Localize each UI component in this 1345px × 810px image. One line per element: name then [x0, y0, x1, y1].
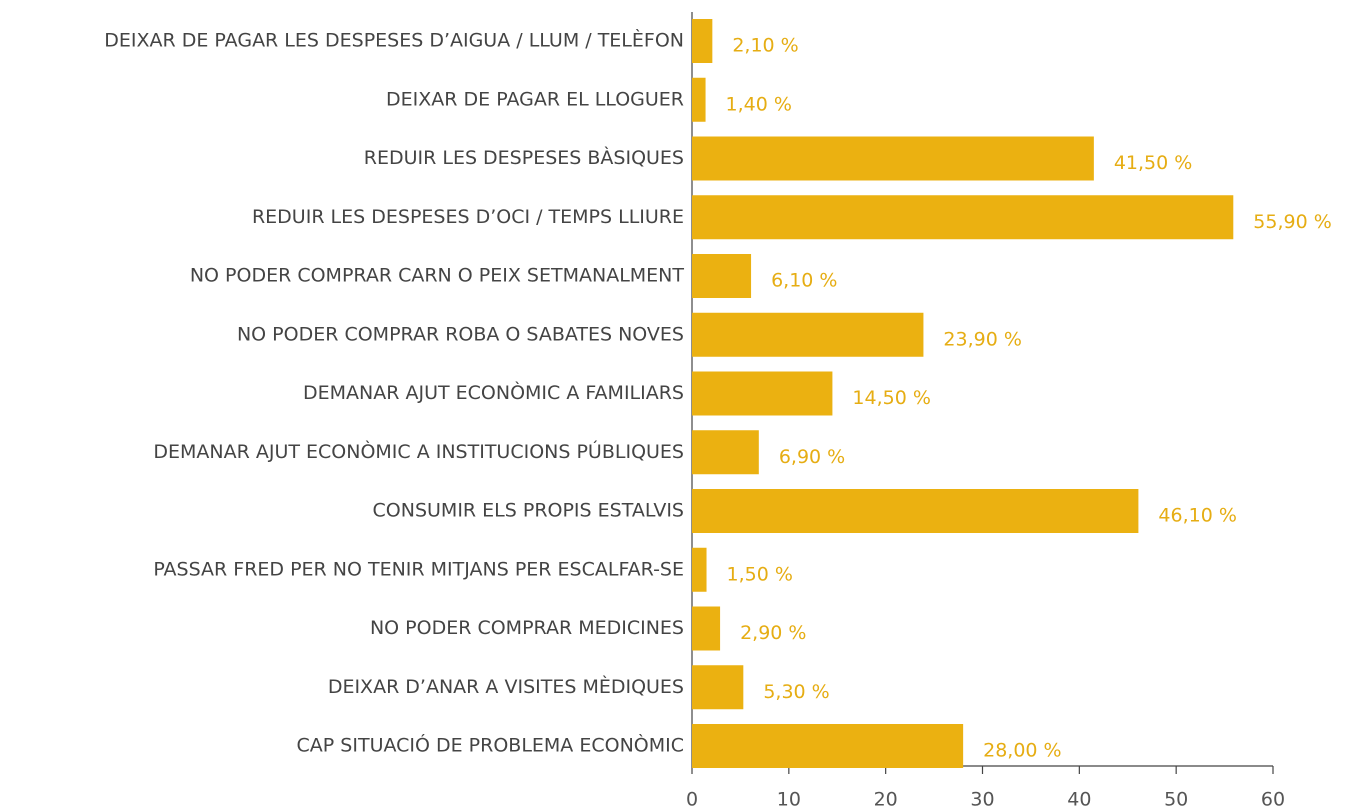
category-label: DEIXAR D’ANAR A VISITES MÈDIQUES	[328, 675, 684, 698]
bar	[692, 724, 964, 768]
value-label: 28,00 %	[983, 740, 1061, 762]
value-label: 6,90 %	[779, 446, 845, 468]
category-label: CAP SITUACIÓ DE PROBLEMA ECONÒMIC	[297, 733, 684, 757]
bar	[692, 254, 752, 298]
category-label: DEIXAR DE PAGAR LES DESPESES D’AIGUA / L…	[104, 29, 684, 52]
bar	[692, 430, 759, 475]
category-label: REDUIR LES DESPESES BÀSIQUES	[364, 146, 684, 169]
category-label: DEMANAR AJUT ECONÒMIC A INSTITUCIONS PÚB…	[153, 439, 684, 463]
value-label: 46,10 %	[1158, 505, 1237, 527]
x-tick-label: 0	[686, 789, 698, 810]
value-label: 23,90 %	[943, 328, 1022, 350]
value-label: 6,10 %	[771, 270, 837, 292]
bar	[692, 665, 744, 710]
category-label: NO PODER COMPRAR ROBA O SABATES NOVES	[237, 323, 684, 345]
bar	[692, 136, 1094, 181]
category-label: PASSAR FRED PER NO TENIR MITJANS PER ESC…	[153, 558, 684, 580]
category-label: NO PODER COMPRAR MEDICINES	[370, 617, 684, 639]
value-label: 41,50 %	[1114, 152, 1193, 174]
category-label: CONSUMIR ELS PROPIS ESTALVIS	[373, 500, 684, 522]
bar	[692, 489, 1139, 533]
bar	[692, 77, 706, 122]
bar	[692, 195, 1234, 240]
category-label: REDUIR LES DESPESES D’OCI / TEMPS LLIURE	[252, 206, 684, 228]
bar	[692, 19, 713, 63]
value-label: 5,30 %	[763, 681, 829, 703]
value-label: 14,50 %	[852, 387, 931, 409]
category-label: NO PODER COMPRAR CARN O PEIX SETMANALMEN…	[190, 265, 685, 287]
category-label: DEIXAR DE PAGAR EL LLOGUER	[386, 88, 684, 110]
x-tick-label: 50	[1164, 789, 1188, 810]
value-label: 2,90 %	[740, 622, 806, 644]
bar	[692, 606, 721, 651]
bar	[692, 547, 707, 592]
bar	[692, 371, 833, 416]
x-tick-label: 60	[1261, 789, 1285, 810]
value-label: 2,10 %	[732, 35, 798, 57]
bar	[692, 312, 924, 357]
x-tick-label: 10	[777, 789, 801, 810]
value-label: 1,50 %	[727, 563, 793, 585]
x-tick-label: 20	[874, 789, 898, 810]
value-label: 1,40 %	[726, 93, 792, 115]
value-label: 55,90 %	[1253, 211, 1332, 233]
x-tick-label: 40	[1067, 789, 1091, 810]
category-label: DEMANAR AJUT ECONÒMIC A FAMILIARS	[303, 380, 684, 404]
x-tick-label: 30	[970, 789, 994, 810]
